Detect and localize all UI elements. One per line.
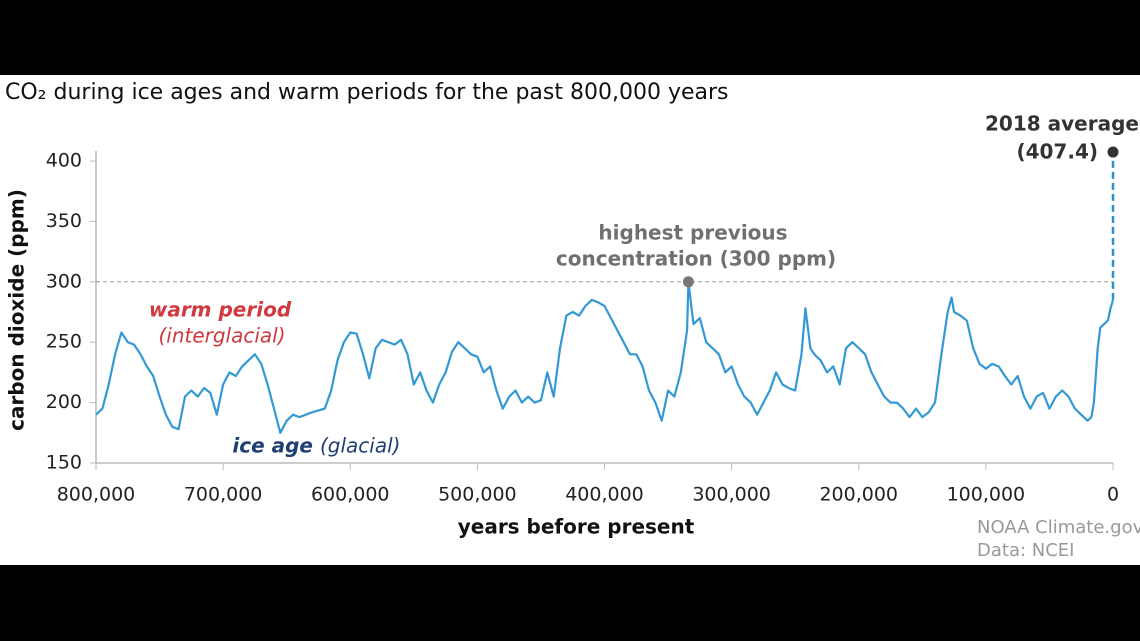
x-tick-label: 800,000 <box>57 484 136 506</box>
highest-point <box>682 276 694 288</box>
y-tick-label: 200 <box>46 391 82 413</box>
x-tick-label: 400,000 <box>565 484 644 506</box>
current-value-label: (407.4) <box>1016 140 1098 164</box>
warm-label: warm period <box>149 298 292 322</box>
credit: NOAA Climate.gov <box>977 517 1140 538</box>
x-tick-label: 300,000 <box>692 484 771 506</box>
warm-sublabel: (interglacial) <box>158 324 285 348</box>
current-point <box>1107 146 1119 158</box>
y-tick-label: 400 <box>46 150 82 172</box>
data-line <box>95 280 1115 434</box>
y-axis-title: carbon dioxide (ppm) <box>5 189 29 431</box>
y-tick-label: 150 <box>46 452 82 474</box>
x-tick-label: 700,000 <box>184 484 263 506</box>
x-tick-label: 500,000 <box>438 484 517 506</box>
ice-label: ice age <box>232 434 313 458</box>
highest-label: concentration (300 ppm) <box>556 247 836 271</box>
credit: Data: NCEI <box>977 540 1074 561</box>
x-tick-label: 200,000 <box>819 484 898 506</box>
y-tick-label: 350 <box>46 210 82 232</box>
chart-title: CO₂ during ice ages and warm periods for… <box>5 80 729 105</box>
y-tick-label: 250 <box>46 331 82 353</box>
x-tick-label: 100,000 <box>947 484 1026 506</box>
x-tick-label: 600,000 <box>311 484 390 506</box>
canvas <box>0 75 1140 565</box>
x-tick-label: 0 <box>1107 484 1119 506</box>
ice-sublabel: (glacial) <box>320 434 400 458</box>
highest-label: highest previous <box>598 221 787 245</box>
x-axis-title: years before present <box>458 515 695 539</box>
current-label: 2018 average <box>985 112 1139 136</box>
y-tick-label: 300 <box>46 270 82 292</box>
